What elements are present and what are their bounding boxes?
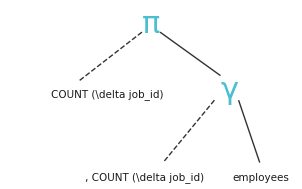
Text: π: π	[142, 10, 160, 39]
Text: , COUNT (\delta job_id): , COUNT (\delta job_id)	[85, 172, 204, 183]
Text: COUNT (\delta job_id): COUNT (\delta job_id)	[51, 89, 164, 100]
Text: employees: employees	[233, 173, 289, 183]
Text: γ: γ	[220, 76, 239, 105]
